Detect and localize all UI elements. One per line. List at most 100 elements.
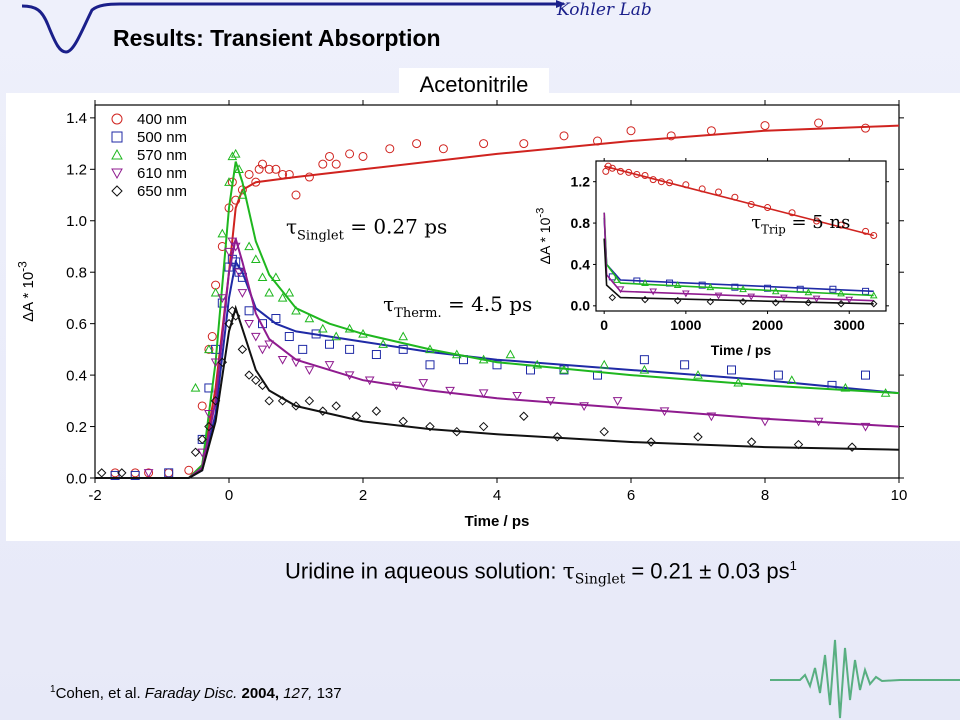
inset-data-point [666,179,674,187]
main-data-point [331,331,342,341]
main-data-point [545,397,556,406]
main-fit-line [95,304,900,479]
main-x-tick-label: 0 [225,487,233,504]
main-data-point [130,470,140,480]
main-annotation-tau: τ [286,215,297,239]
main-data-point [304,366,315,375]
main-data-point [358,151,368,161]
main-annotation-0: τSinglet = 0.27 ps [286,215,447,244]
main-data-point [412,139,422,149]
main-data-point [251,375,261,385]
main-data-point [398,344,408,354]
inset-data-point [612,275,621,283]
main-data-point [304,172,314,182]
main-series-4 [95,304,900,479]
inset-y-tick-label: 0.4 [571,256,591,272]
main-data-point [190,447,201,457]
main-legend-label: 570 nm [137,147,187,164]
main-data-point [304,313,315,323]
main-y-axis-label-text: ΔA * 10 [20,272,37,322]
summary-text: Uridine in aqueous solution: τSinglet = … [285,558,797,588]
inset-data-point [731,193,739,201]
main-data-point [612,397,623,406]
inset-data-point [641,171,649,179]
inset-data-point [837,289,845,297]
inset-data-point [649,288,658,296]
main-data-point [190,382,201,392]
main-data-point [733,377,744,387]
main-data-point [264,396,274,406]
summary-tau: τ [562,559,575,585]
inset-y-tick-label: 0.0 [571,298,591,314]
main-data-point [418,379,429,388]
inset-x-tick-label: 1000 [670,317,701,333]
main-data-point [284,332,294,342]
main-data-point [197,401,207,411]
main-data-point [861,370,870,380]
main-y-tick-label: 1.0 [66,213,87,230]
main-data-point [237,190,248,199]
main-data-point [626,126,636,136]
inset-y-axis-label-text: ΔA * 10 [537,217,553,264]
main-annotation-sub: Singlet [297,229,345,244]
main-data-point [364,376,375,386]
main-data-point [398,331,409,341]
main-data-point [244,306,254,316]
main-data-point [371,406,382,416]
inset-data-point [747,293,756,301]
inset-data-point [608,293,617,302]
main-data-point [244,241,254,251]
main-data-point [847,442,857,452]
main-data-point [277,355,288,365]
main-x-axis-label: Time / ps [465,513,530,530]
inset-data-point [625,168,633,176]
main-legend-label: 500 nm [137,129,187,146]
main-data-point [237,344,248,355]
main-annotation-1: τTherm. = 4.5 ps [383,292,532,321]
main-data-point [760,121,770,131]
main-fit-line [95,238,900,479]
inset-data-point [804,288,813,296]
main-data-point [197,434,207,445]
main-data-point [331,159,341,169]
main-x-tick-label: 10 [891,487,908,504]
main-data-point [271,314,281,324]
summary-ref-mark: 1 [789,558,797,573]
main-data-point [284,169,294,179]
main-data-point [291,305,301,315]
main-x-tick-label: 4 [493,487,501,504]
main-series-2 [95,148,900,479]
inset-fit-line [603,238,874,305]
main-data-point [250,332,261,342]
inset-data-point [739,285,747,293]
inset-x-tick-label: 2000 [752,317,783,333]
main-data-point [298,344,308,354]
inset-data-point [604,162,612,170]
main-y-tick-label: 0.4 [66,367,87,384]
main-data-point [880,388,891,397]
main-data-point [706,412,717,422]
main-data-point [325,339,334,349]
main-legend-marker [111,131,123,143]
main-data-point [478,389,489,399]
main-data-point [371,350,381,360]
main-data-point [197,448,208,458]
main-data-point [291,401,301,411]
main-data-point [237,289,248,298]
main-data-point [224,177,234,186]
inset-x-axis-label: Time / ps [711,342,772,358]
main-data-point [304,396,315,406]
main-data-point [345,344,355,354]
citation-volume: 127, [279,685,313,702]
main-data-point [505,349,516,359]
main-data-point [559,131,569,141]
main-data-point [230,311,241,321]
main-legend-marker [111,185,123,197]
main-data-point [746,437,757,447]
inset-data-point [616,286,625,294]
inset-data-point [813,217,821,225]
inset-data-point [617,167,625,175]
summary-value: = 0.21 ± 0.03 ps [625,558,790,584]
main-data-point [207,332,217,342]
main-data-point [143,469,154,478]
